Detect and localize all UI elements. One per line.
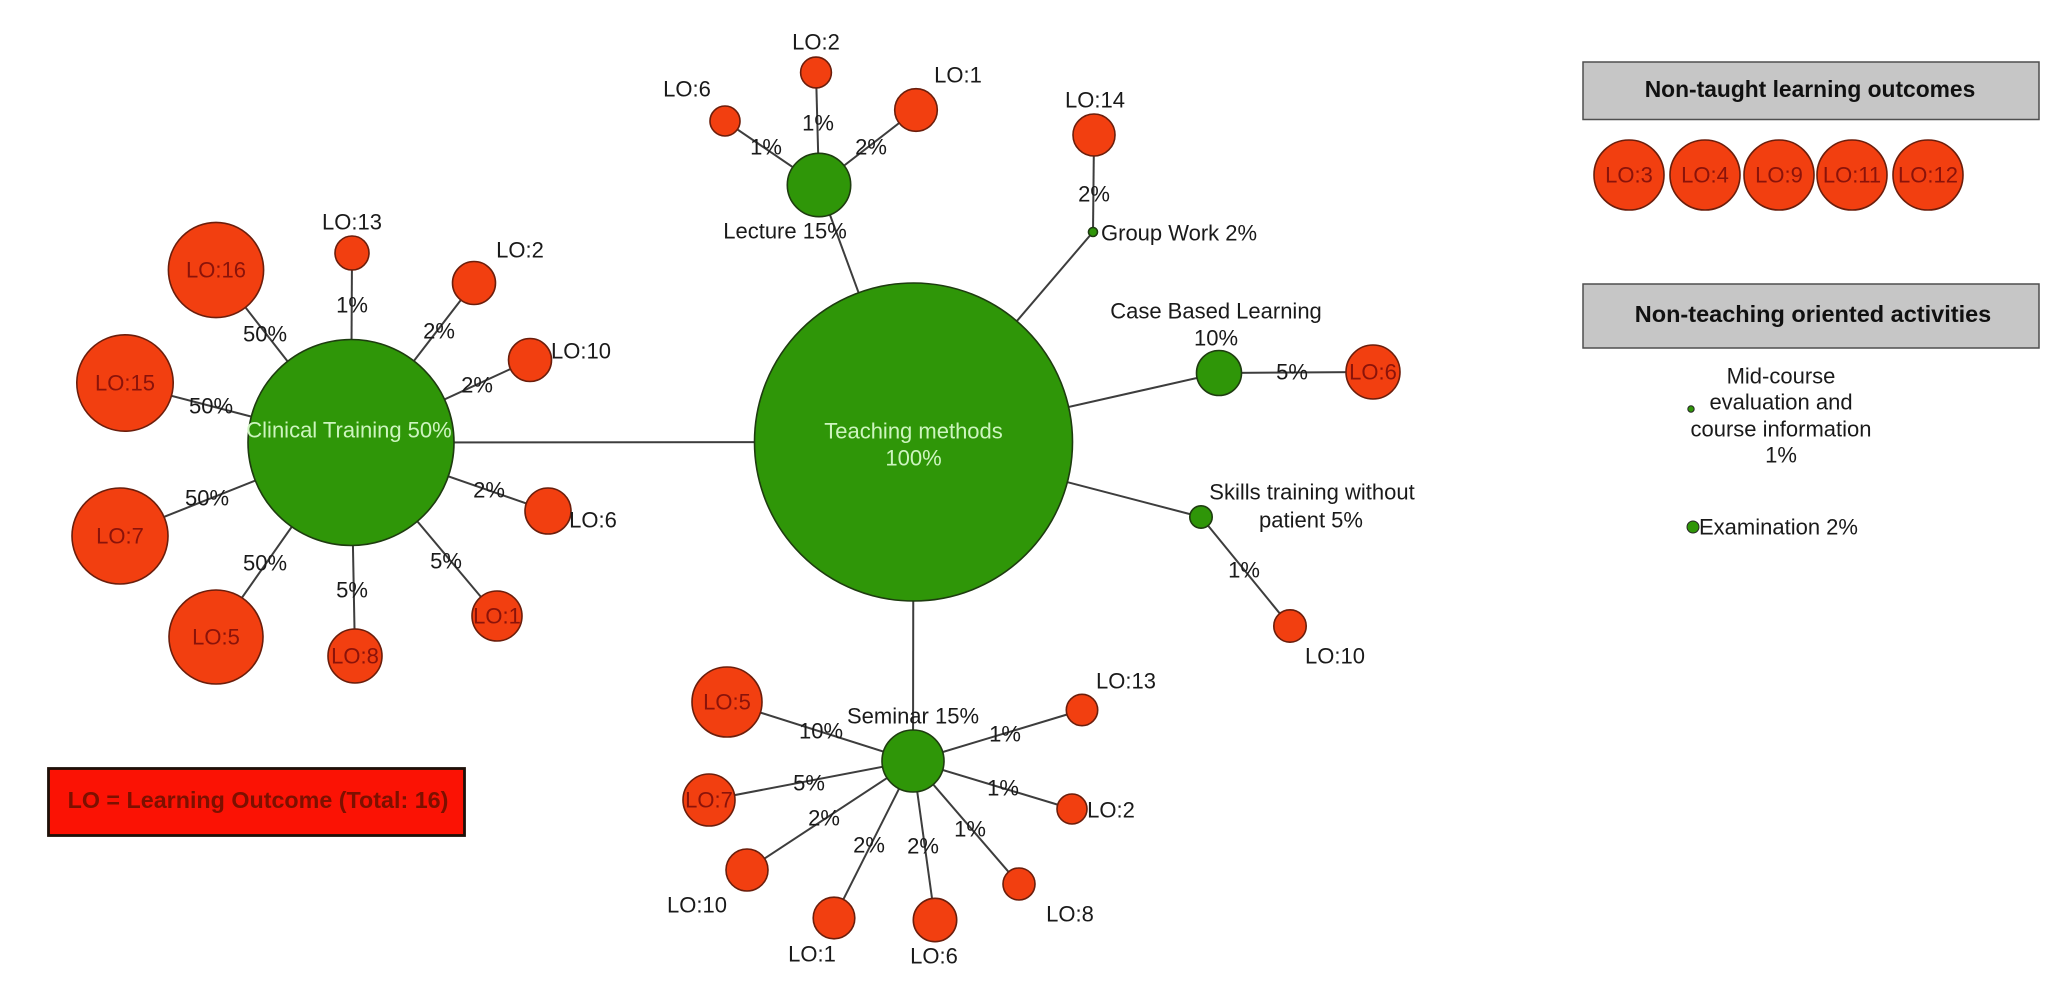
svg-text:LO:14: LO:14	[1065, 88, 1125, 113]
svg-text:1%: 1%	[802, 111, 834, 136]
svg-text:LO:15: LO:15	[95, 371, 155, 396]
svg-text:LO:12: LO:12	[1898, 163, 1958, 188]
svg-text:LO:4: LO:4	[1681, 163, 1729, 188]
svg-text:1%: 1%	[1765, 443, 1797, 468]
svg-text:LO:10: LO:10	[1305, 644, 1365, 669]
svg-text:LO:10: LO:10	[551, 339, 611, 364]
svg-text:LO:5: LO:5	[192, 625, 240, 650]
svg-text:LO:1: LO:1	[473, 604, 521, 629]
svg-text:LO:7: LO:7	[96, 524, 144, 549]
svg-text:2%: 2%	[907, 834, 939, 859]
svg-text:2%: 2%	[853, 833, 885, 858]
svg-text:10%: 10%	[799, 719, 843, 744]
svg-text:Teaching methods: Teaching methods	[824, 419, 1003, 444]
svg-text:50%: 50%	[243, 551, 287, 576]
svg-text:50%: 50%	[243, 322, 287, 347]
svg-text:Group Work 2%: Group Work 2%	[1101, 221, 1257, 246]
svg-text:LO:6: LO:6	[569, 508, 617, 533]
svg-text:Seminar 15%: Seminar 15%	[847, 704, 979, 729]
svg-text:LO:8: LO:8	[1046, 902, 1094, 927]
svg-text:LO:2: LO:2	[792, 30, 840, 55]
svg-text:Skills training without: Skills training without	[1209, 480, 1414, 505]
svg-text:2%: 2%	[808, 806, 840, 831]
svg-text:course information: course information	[1691, 417, 1872, 442]
svg-text:Lecture 15%: Lecture 15%	[723, 219, 847, 244]
svg-text:LO:2: LO:2	[1087, 798, 1135, 823]
svg-text:1%: 1%	[954, 817, 986, 842]
svg-text:LO:1: LO:1	[788, 942, 836, 967]
svg-text:LO:16: LO:16	[186, 258, 246, 283]
svg-text:LO:7: LO:7	[685, 788, 733, 813]
svg-text:1%: 1%	[750, 135, 782, 160]
svg-text:2%: 2%	[423, 319, 455, 344]
svg-text:LO:11: LO:11	[1823, 163, 1881, 188]
svg-text:LO:13: LO:13	[322, 210, 382, 235]
svg-text:2%: 2%	[461, 373, 493, 398]
svg-text:Non-taught learning outcomes: Non-taught learning outcomes	[1645, 76, 1976, 102]
svg-text:1%: 1%	[336, 293, 368, 318]
svg-text:LO:13: LO:13	[1096, 669, 1156, 694]
svg-text:LO:2: LO:2	[496, 238, 544, 263]
svg-text:2%: 2%	[1078, 182, 1110, 207]
svg-text:10%: 10%	[1194, 326, 1238, 351]
svg-text:2%: 2%	[473, 478, 505, 503]
svg-text:patient 5%: patient 5%	[1259, 508, 1363, 533]
svg-text:LO:6: LO:6	[910, 944, 958, 969]
svg-text:2%: 2%	[855, 135, 887, 160]
svg-text:LO:1: LO:1	[934, 63, 982, 88]
svg-text:LO:8: LO:8	[331, 644, 379, 669]
svg-text:5%: 5%	[793, 771, 825, 796]
svg-text:evaluation and: evaluation and	[1709, 390, 1852, 415]
svg-text:Clinical Training 50%: Clinical Training 50%	[246, 418, 451, 443]
svg-text:1%: 1%	[989, 722, 1021, 747]
svg-text:Non-teaching oriented activiti: Non-teaching oriented activities	[1635, 301, 1991, 327]
svg-text:50%: 50%	[185, 486, 229, 511]
svg-text:LO:6: LO:6	[1349, 360, 1397, 385]
svg-text:LO:9: LO:9	[1755, 163, 1803, 188]
svg-text:1%: 1%	[987, 776, 1019, 801]
svg-text:5%: 5%	[336, 578, 368, 603]
svg-text:Examination 2%: Examination 2%	[1699, 515, 1858, 540]
svg-text:100%: 100%	[885, 446, 941, 471]
svg-text:5%: 5%	[1276, 360, 1308, 385]
svg-text:1%: 1%	[1228, 558, 1260, 583]
svg-text:LO:5: LO:5	[703, 690, 751, 715]
svg-text:LO:10: LO:10	[667, 893, 727, 918]
svg-text:Mid-course: Mid-course	[1727, 364, 1836, 389]
svg-text:Case Based Learning: Case Based Learning	[1110, 299, 1322, 324]
svg-text:5%: 5%	[430, 549, 462, 574]
svg-text:LO:6: LO:6	[663, 77, 711, 102]
svg-text:LO = Learning Outcome (Total:: LO = Learning Outcome (Total: 16)	[68, 787, 449, 813]
svg-text:50%: 50%	[189, 394, 233, 419]
svg-text:LO:3: LO:3	[1605, 163, 1653, 188]
